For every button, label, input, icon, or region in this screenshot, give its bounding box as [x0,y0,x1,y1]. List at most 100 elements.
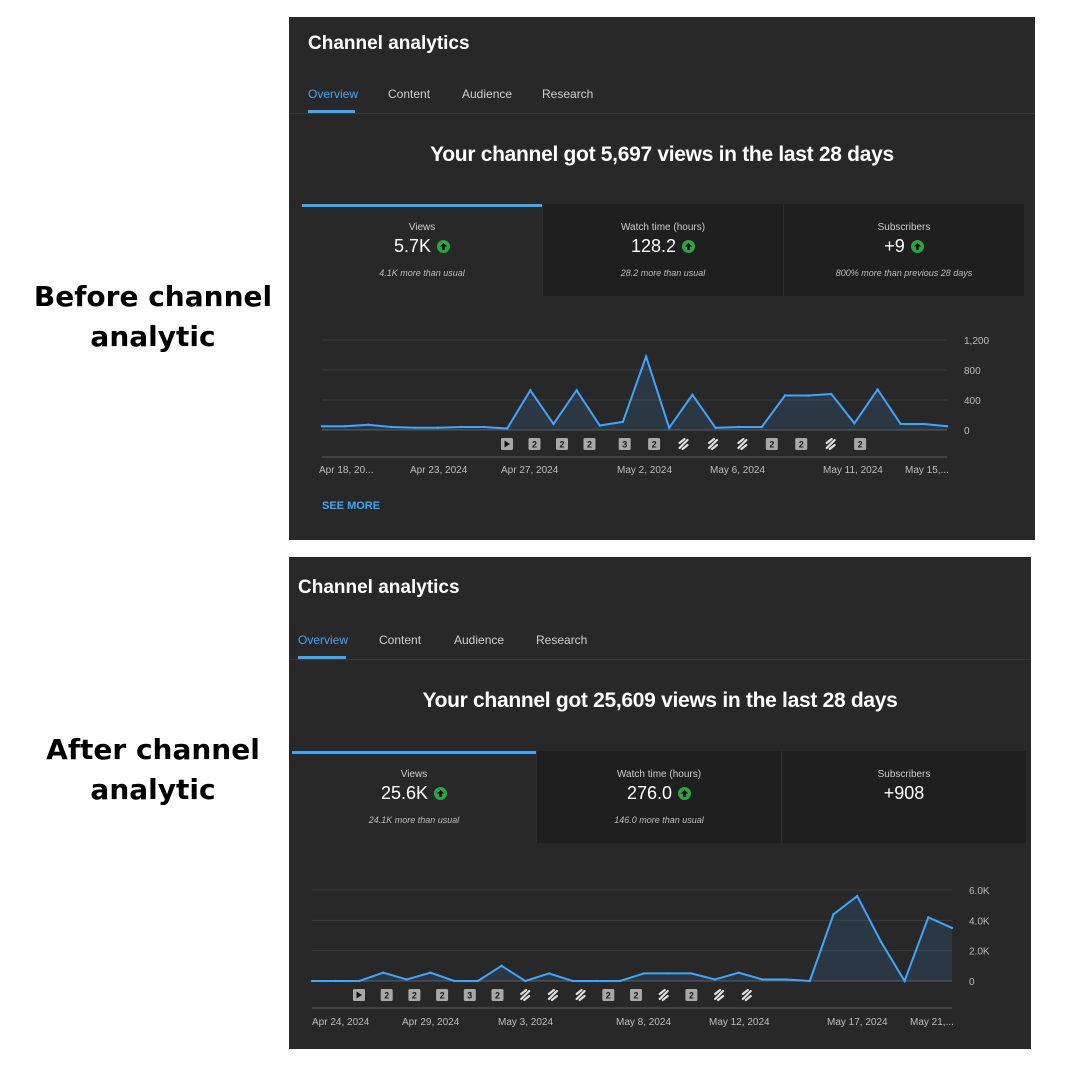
data-point [713,978,717,981]
data-point [571,979,574,983]
data-point [621,420,625,423]
y-tick-label: 6.0K [969,886,990,897]
video-count-marker[interactable]: 2 [854,438,867,450]
shorts-icon[interactable] [678,437,689,451]
shorts-icon[interactable] [658,988,669,1002]
shorts-icon[interactable] [575,988,586,1002]
tab-audience[interactable]: Audience [454,633,505,647]
data-point [950,926,954,930]
up-arrow-icon [434,787,448,800]
card-value-text: 128.2 [630,236,677,256]
headline: Your channel got 25,609 views in the las… [422,689,898,712]
metric-card-watch-time[interactable]: Watch time (hours) 128.2 28.2 more than … [542,204,783,296]
video-count-marker[interactable]: 2 [380,989,393,1001]
video-count-marker[interactable]: 2 [630,989,642,1001]
tab-audience[interactable]: Audience [462,87,513,101]
card-value: +908 [782,783,1026,804]
video-count-marker[interactable]: 2 [648,438,661,450]
series-line[interactable] [312,894,953,984]
shorts-icon[interactable] [520,988,531,1002]
metric-cards: Views 25.6K 24.1K more than usual Watch … [292,751,1026,843]
up-arrow-icon [678,787,692,800]
data-point [358,979,361,983]
data-point [922,422,926,426]
x-tick-label: May 15,... [905,465,949,476]
data-point [737,425,740,429]
data-point [413,426,416,429]
metric-card-subscribers[interactable]: Subscribers +9 800% more than previous 2… [783,204,1024,296]
data-point [524,979,527,983]
svg-text:2: 2 [689,991,694,1001]
svg-text:2: 2 [440,991,445,1001]
metric-card-subscribers[interactable]: Subscribers +908 [781,751,1026,843]
card-value: 276.0 [537,783,781,804]
svg-text:2: 2 [532,440,537,450]
data-point [459,425,463,429]
tab-overview[interactable]: Overview [308,87,359,101]
data-point [808,979,811,983]
tab-content[interactable]: Content [379,633,422,647]
video-count-marker[interactable]: 3 [618,438,631,450]
data-point [737,971,740,974]
shorts-icon[interactable] [741,988,752,1002]
card-value-text: 276.0 [626,783,673,803]
video-count-marker[interactable]: 2 [602,989,615,1001]
series-line[interactable] [322,353,948,431]
x-tick-label: May 2, 2024 [617,465,672,476]
y-tick-label: 800 [964,366,981,377]
shorts-icon[interactable] [825,437,836,451]
tab-research[interactable]: Research [542,87,594,101]
x-tick-label: May 17, 2024 [827,1017,888,1028]
views-chart[interactable]: 1,200 800 400 0 2 2 2 3 2 2 2 2 Apr 18, 20... Apr 23,… [289,322,1035,497]
video-count-marker[interactable]: 2 [583,438,596,450]
data-point [644,355,648,358]
data-point [784,978,788,981]
video-count-marker[interactable]: 2 [556,438,568,450]
shorts-icon[interactable] [737,437,748,451]
headline: Your channel got 5,697 views in the last… [430,143,894,166]
views-chart[interactable]: 6.0K 4.0K 2.0K 0 2 2 2 3 2 2 2 2 Apr 24, 2024 Apr 29,… [289,873,1031,1033]
svg-text:3: 3 [622,440,627,450]
data-point [666,972,669,975]
video-count-marker[interactable]: 2 [528,438,541,450]
see-more-link[interactable]: SEE MORE [322,500,381,512]
data-point [500,964,503,968]
data-point [367,423,370,426]
video-count-marker[interactable]: 2 [436,989,449,1001]
data-point [691,393,694,396]
panel-title: Channel analytics [298,577,460,598]
shorts-icon[interactable] [714,988,725,1002]
shorts-icon[interactable] [547,988,558,1002]
after-label: After channel analytic [18,730,288,810]
data-point [547,972,551,975]
video-count-marker[interactable]: 2 [795,438,808,450]
data-point [853,422,856,425]
tab-overview[interactable]: Overview [298,633,349,647]
video-marker-play-icon[interactable] [501,438,513,450]
series-area [312,896,952,981]
tab-content[interactable]: Content [388,87,431,101]
metric-card-watch-time[interactable]: Watch time (hours) 276.0 146.0 more than… [536,751,781,843]
video-count-marker[interactable]: 2 [765,438,778,450]
card-note: 146.0 more than usual [614,815,704,825]
shorts-icon[interactable] [707,437,719,451]
svg-text:2: 2 [495,991,500,1001]
video-count-marker[interactable]: 3 [463,989,476,1001]
video-count-marker[interactable]: 2 [491,989,504,1001]
metric-card-views[interactable]: Views 25.6K 24.1K more than usual [292,751,536,843]
analytics-panel-before: Channel analytics Overview Content Audie… [289,17,1035,540]
data-point [806,394,810,397]
svg-text:2: 2 [606,991,611,1001]
data-point [552,422,555,426]
video-count-marker[interactable]: 2 [685,989,698,1001]
series-area [322,356,947,430]
card-value-text: +908 [883,783,925,803]
up-arrow-icon [910,240,924,253]
video-count-marker[interactable]: 2 [408,989,421,1001]
metric-card-views[interactable]: Views 5.7K 4.1K more than usual [302,204,542,296]
card-value: 128.2 [543,236,783,257]
data-point [595,979,598,983]
tab-research[interactable]: Research [536,633,588,647]
svg-text:2: 2 [384,991,389,1001]
video-marker-play-icon[interactable] [353,989,365,1001]
